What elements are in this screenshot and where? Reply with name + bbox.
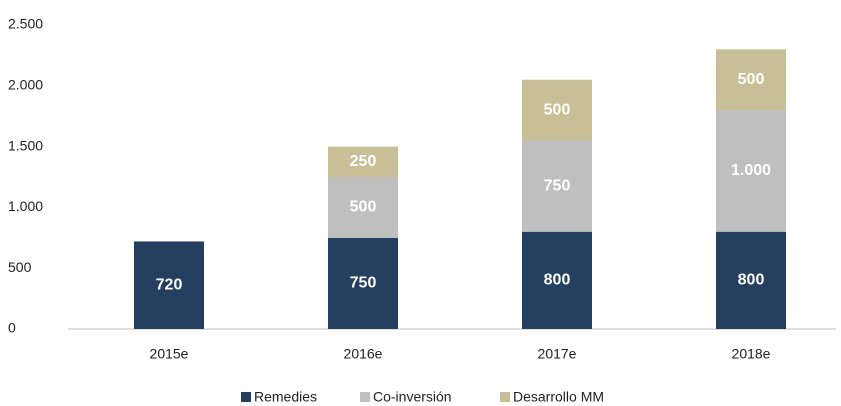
y-tick-label: 1.500 <box>8 137 43 153</box>
y-tick-label: 2.500 <box>8 16 43 32</box>
bar-segment <box>716 49 786 111</box>
x-tick-label: 2016e <box>344 346 383 362</box>
legend-swatch <box>360 392 370 402</box>
y-tick-label: 2.000 <box>8 77 43 93</box>
legend-label: Remedies <box>254 389 317 405</box>
value-label: 750 <box>544 177 571 194</box>
legend-label: Desarrollo MM <box>513 389 604 405</box>
value-label: 720 <box>156 276 183 293</box>
value-label: 250 <box>350 153 377 170</box>
x-tick-label: 2018e <box>732 346 771 362</box>
value-label: 500 <box>350 199 377 216</box>
value-label: 1.000 <box>731 162 771 179</box>
x-tick-label: 2017e <box>538 346 577 362</box>
bar-segment <box>328 177 398 238</box>
bar-segment <box>716 231 786 329</box>
legend-swatch <box>241 392 251 402</box>
x-tick-label: 2015e <box>150 346 189 362</box>
bar-segment <box>328 237 398 329</box>
value-label: 750 <box>350 275 377 292</box>
legend-label: Co-inversión <box>373 389 452 405</box>
y-tick-label: 1.000 <box>8 198 43 214</box>
legend-swatch <box>500 392 510 402</box>
bar-segment <box>716 110 786 232</box>
y-tick-label: 0 <box>8 320 16 336</box>
bar-segment <box>522 231 592 329</box>
bar-segment <box>522 140 592 232</box>
bar-segment <box>522 79 592 141</box>
bar-segment <box>134 241 204 329</box>
bar-segment <box>328 146 398 177</box>
value-label: 500 <box>738 71 765 88</box>
value-label: 500 <box>544 101 571 118</box>
y-tick-label: 500 <box>8 259 32 275</box>
value-label: 800 <box>738 272 765 289</box>
value-label: 800 <box>544 272 571 289</box>
